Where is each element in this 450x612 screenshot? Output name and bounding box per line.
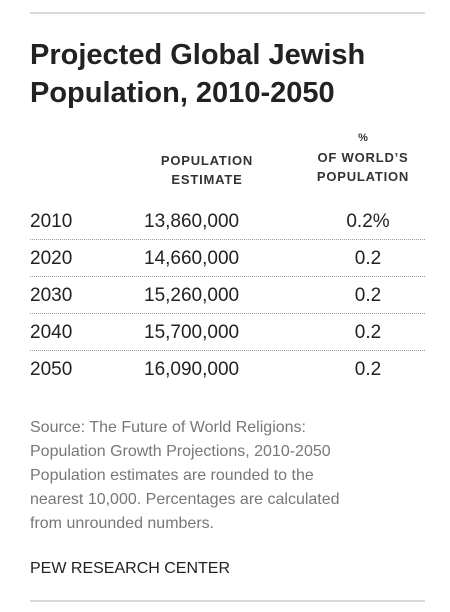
- population-cell: 14,660,000: [144, 248, 240, 269]
- table-row: 2010 13,860,000 0.2%: [30, 203, 425, 240]
- table-row: 2020 14,660,000 0.2: [30, 240, 425, 277]
- source-line: Source: The Future of World Religions:: [30, 419, 306, 436]
- data-table: 2010 13,860,000 0.2% 2020 14,660,000 0.2…: [30, 203, 425, 388]
- percent-cell: 0.2: [354, 322, 382, 343]
- chart-title: Projected Global Jewish Population, 2010…: [30, 36, 425, 112]
- population-header-line-2: ESTIMATE: [171, 172, 243, 187]
- population-cell: 15,260,000: [144, 285, 240, 306]
- year-cell: 2040: [30, 322, 73, 343]
- source-line: Population estimates are rounded to the: [30, 467, 314, 484]
- population-cell: 16,090,000: [144, 359, 240, 380]
- source-line: Population Growth Projections, 2010-2050: [30, 443, 331, 460]
- percent-cell: 0.2: [354, 248, 382, 269]
- year-cell: 2020: [30, 248, 73, 269]
- population-cell: 15,700,000: [144, 322, 240, 343]
- table-row: 2050 16,090,000 0.2: [30, 351, 425, 388]
- source-line: nearest 10,000. Percentages are calculat…: [30, 491, 340, 508]
- bottom-rule: [30, 600, 425, 602]
- credit-label: PEW RESEARCH CENTER: [30, 560, 231, 577]
- top-rule: [30, 12, 425, 14]
- year-cell: 2010: [30, 211, 73, 232]
- source-line: from unrounded numbers.: [30, 515, 215, 532]
- year-cell: 2030: [30, 285, 73, 306]
- percent-cell: 0.2%: [346, 211, 390, 232]
- percent-header-symbol: %: [358, 132, 368, 144]
- percent-header-line-1: OF WORLD’S: [317, 150, 409, 165]
- table-row: 2040 15,700,000 0.2: [30, 314, 425, 351]
- percent-header-line-2: POPULATION: [316, 169, 410, 184]
- population-header-line-1: POPULATION: [160, 153, 254, 168]
- percent-cell: 0.2: [354, 359, 382, 380]
- population-cell: 13,860,000: [144, 211, 240, 232]
- chart-title-line-2: Population, 2010-2050: [30, 77, 335, 109]
- chart-title-line-1: Projected Global Jewish: [30, 39, 366, 71]
- table-row: 2030 15,260,000 0.2: [30, 277, 425, 314]
- percent-column-header: % OF WORLD’S POPULATION: [298, 128, 428, 186]
- percent-cell: 0.2: [354, 285, 382, 306]
- population-column-header: POPULATION ESTIMATE: [140, 151, 274, 189]
- source-note: Source: The Future of World Religions: P…: [30, 416, 425, 536]
- year-cell: 2050: [30, 359, 73, 380]
